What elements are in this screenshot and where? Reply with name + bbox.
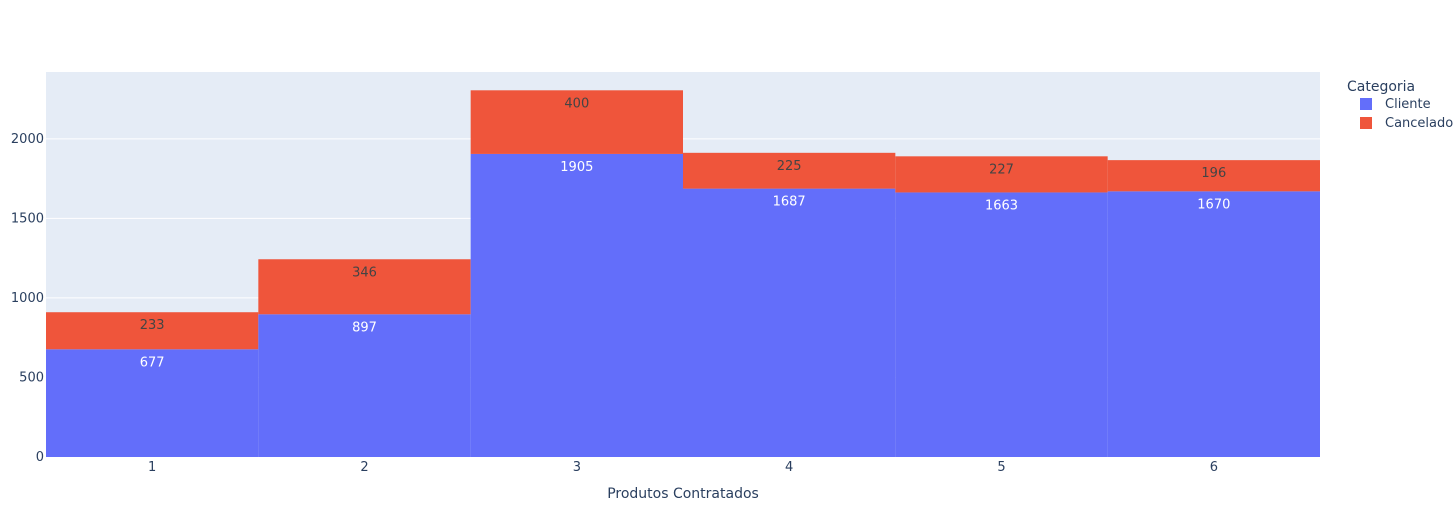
bar-value-label: 225 bbox=[777, 159, 802, 174]
bar-cancelado-1 bbox=[46, 312, 259, 350]
legend-label-cliente[interactable]: Cliente bbox=[1385, 97, 1431, 112]
y-tick-label: 500 bbox=[19, 370, 44, 385]
bar-cliente-1 bbox=[46, 349, 259, 457]
bar-value-label: 196 bbox=[1201, 166, 1226, 181]
y-tick-label: 2000 bbox=[11, 132, 44, 147]
bar-value-label: 1687 bbox=[773, 195, 806, 210]
bar-cliente-4 bbox=[683, 188, 896, 457]
y-tick-label: 1500 bbox=[11, 211, 44, 226]
legend-swatch-cancelado[interactable] bbox=[1360, 117, 1372, 129]
bar-value-label: 346 bbox=[352, 265, 377, 280]
legend-title: Categoria bbox=[1347, 79, 1415, 95]
bar-cancelado-2 bbox=[258, 259, 471, 315]
x-tick-label: 6 bbox=[1210, 460, 1218, 475]
bar-value-label: 1670 bbox=[1197, 197, 1230, 212]
y-axis-ticks: 0 500 1000 1500 2000 bbox=[11, 132, 44, 465]
x-tick-label: 1 bbox=[148, 460, 156, 475]
bar-cliente-3 bbox=[470, 153, 683, 457]
bars-group bbox=[46, 90, 1320, 457]
x-axis-title: Produtos Contratados bbox=[607, 486, 759, 502]
x-tick-label: 2 bbox=[360, 460, 368, 475]
bar-labels-group: 677 233 897 346 1905 400 1687 225 1663 227 1670 196 bbox=[140, 96, 1231, 370]
bar-cliente-5 bbox=[895, 192, 1108, 457]
y-tick-label: 0 bbox=[36, 450, 44, 465]
legend: Categoria Cliente Cancelado bbox=[1347, 79, 1453, 131]
bar-cancelado-6 bbox=[1107, 160, 1320, 192]
bar-value-label: 897 bbox=[352, 320, 377, 335]
x-axis-ticks: 1 2 3 4 5 6 bbox=[148, 460, 1218, 475]
x-tick-label: 4 bbox=[785, 460, 793, 475]
bar-value-label: 1663 bbox=[985, 198, 1018, 213]
bar-value-label: 1905 bbox=[560, 160, 593, 175]
bar-cancelado-5 bbox=[895, 156, 1108, 193]
x-tick-label: 5 bbox=[997, 460, 1005, 475]
bar-value-label: 677 bbox=[140, 355, 165, 370]
bar-value-label: 227 bbox=[989, 162, 1014, 177]
bar-value-label: 400 bbox=[564, 96, 589, 111]
bar-cliente-6 bbox=[1107, 191, 1320, 457]
bar-cancelado-3 bbox=[470, 90, 683, 154]
bar-cliente-2 bbox=[258, 314, 471, 457]
y-tick-label: 1000 bbox=[11, 291, 44, 306]
bar-cancelado-4 bbox=[683, 152, 896, 189]
bar-value-label: 233 bbox=[140, 318, 165, 333]
legend-swatch-cliente[interactable] bbox=[1360, 98, 1372, 110]
legend-label-cancelado[interactable]: Cancelado bbox=[1385, 116, 1453, 131]
x-tick-label: 3 bbox=[573, 460, 581, 475]
